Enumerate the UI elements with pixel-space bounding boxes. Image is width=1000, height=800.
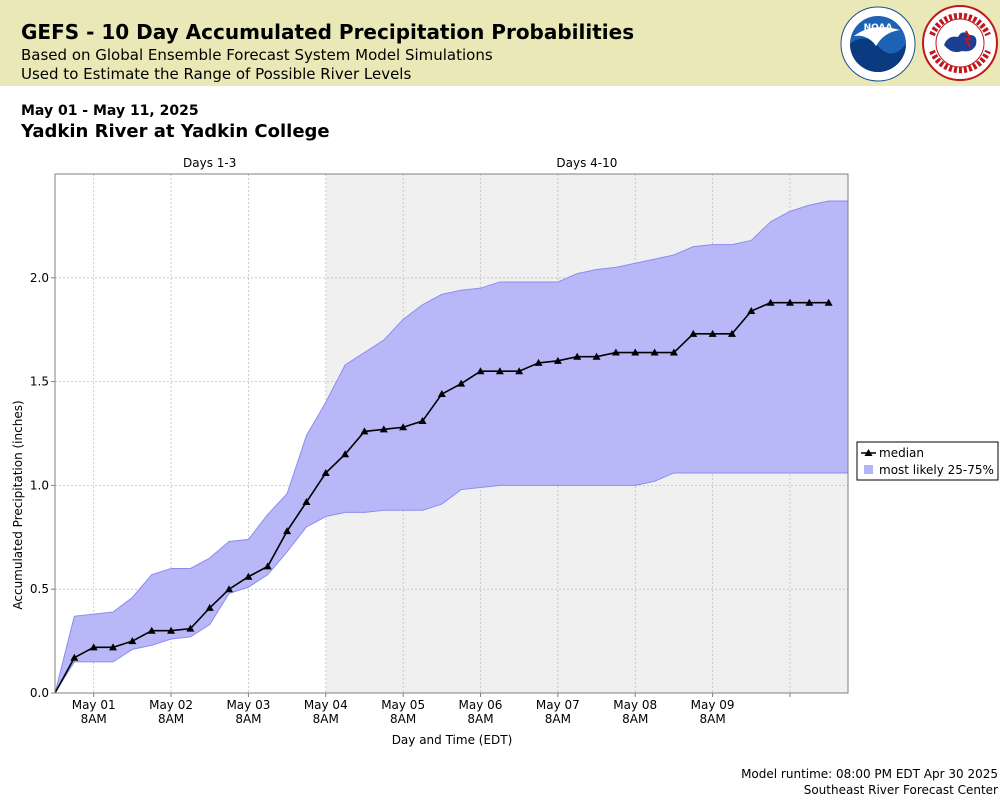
date-range: May 01 - May 11, 2025: [21, 103, 199, 119]
median-point: [263, 562, 272, 570]
page-title: GEFS - 10 Day Accumulated Precipitation …: [21, 20, 635, 44]
median-point: [244, 572, 253, 580]
median-point: [167, 626, 176, 634]
station-name: Yadkin River at Yadkin College: [21, 121, 330, 142]
median-point: [70, 653, 79, 661]
median-point: [128, 637, 137, 645]
median-point: [650, 348, 659, 356]
x-tick-label-time: 8AM: [235, 712, 261, 726]
header-banner: GEFS - 10 Day Accumulated Precipitation …: [0, 0, 1000, 86]
y-tick-label: 0.0: [30, 686, 49, 700]
legend-band-swatch: [864, 465, 873, 474]
x-tick-label-time: 8AM: [390, 712, 416, 726]
noaa-logo: NOAA: [840, 6, 916, 82]
median-point: [805, 298, 814, 306]
y-axis-label: Accumulated Precipitation (inches): [11, 400, 25, 609]
median-point: [418, 417, 427, 425]
median-point: [689, 329, 698, 337]
x-tick-label-time: 8AM: [313, 712, 339, 726]
median-point: [495, 367, 504, 375]
x-tick-label: May 02: [149, 698, 193, 712]
x-tick-label: May 04: [304, 698, 348, 712]
median-point: [283, 527, 292, 535]
median-point: [669, 348, 678, 356]
median-point: [341, 450, 350, 458]
median-point: [785, 298, 794, 306]
y-tick-label: 2.0: [30, 271, 49, 285]
forecast-center: Southeast River Forecast Center: [803, 783, 998, 797]
period-labels: Days 1-3 Days 4-10: [183, 156, 617, 170]
x-tick-label-time: 8AM: [467, 712, 493, 726]
x-tick-label: May 09: [691, 698, 735, 712]
median-point: [747, 307, 756, 315]
page-subtitle-1: Based on Global Ensemble Forecast System…: [21, 46, 493, 64]
x-tick-label: May 07: [536, 698, 580, 712]
legend-median-label: median: [879, 446, 924, 460]
svg-text:NOAA: NOAA: [864, 23, 893, 33]
band-area: [55, 200, 848, 693]
median-point: [379, 425, 388, 433]
x-tick-label: May 01: [72, 698, 116, 712]
median-point: [573, 352, 582, 360]
median-point: [399, 423, 408, 431]
x-tick-label: May 08: [613, 698, 657, 712]
median-point: [186, 624, 195, 632]
median-line: [54, 298, 833, 694]
median-point: [147, 626, 156, 634]
legend-median-marker: [864, 449, 873, 456]
x-tick-label: May 03: [226, 698, 270, 712]
median-point: [631, 348, 640, 356]
median-point: [476, 367, 485, 375]
legend-box: [856, 441, 999, 481]
median-point: [89, 643, 98, 651]
legend-band-label: most likely 25-75%: [879, 463, 994, 477]
median-point: [592, 352, 601, 360]
median-point: [708, 329, 717, 337]
x-axis-label: Day and Time (EDT): [392, 733, 513, 747]
median-point: [321, 468, 330, 476]
y-tick-label: 0.5: [30, 582, 49, 596]
median-point: [457, 379, 466, 387]
band-lower-edge: [54, 472, 848, 694]
period-label: Days 1-3: [183, 156, 236, 170]
median-point: [515, 367, 524, 375]
median-point: [766, 298, 775, 306]
median-point: [534, 358, 543, 366]
plot-border: [54, 173, 849, 694]
chart-legend: median most likely 25-75%: [856, 441, 999, 481]
percentile-band: [54, 200, 848, 694]
x-tick-label-time: 8AM: [622, 712, 648, 726]
median-point: [611, 348, 620, 356]
median-point: [824, 298, 833, 306]
x-tick-label-time: 8AM: [700, 712, 726, 726]
y-tick-label: 1.5: [30, 375, 49, 389]
page-subtitle-2: Used to Estimate the Range of Possible R…: [21, 65, 412, 83]
band-upper-edge: [54, 200, 848, 694]
median-point: [205, 603, 214, 611]
y-tick-label: 1.0: [30, 478, 49, 492]
x-tick-label-time: 8AM: [81, 712, 107, 726]
x-tick-label-time: 8AM: [545, 712, 571, 726]
x-tick-label: May 05: [381, 698, 425, 712]
period-label: Days 4-10: [556, 156, 617, 170]
x-tick-label: May 06: [459, 698, 503, 712]
median-point: [225, 585, 234, 593]
nws-logo: [922, 5, 998, 81]
median-point: [302, 498, 311, 506]
model-runtime: Model runtime: 08:00 PM EDT Apr 30 2025: [741, 767, 998, 781]
median-point: [553, 356, 562, 364]
median-point: [437, 390, 446, 398]
median-point: [727, 329, 736, 337]
x-tick-label-time: 8AM: [158, 712, 184, 726]
median-point: [360, 427, 369, 435]
median-point: [109, 643, 118, 651]
